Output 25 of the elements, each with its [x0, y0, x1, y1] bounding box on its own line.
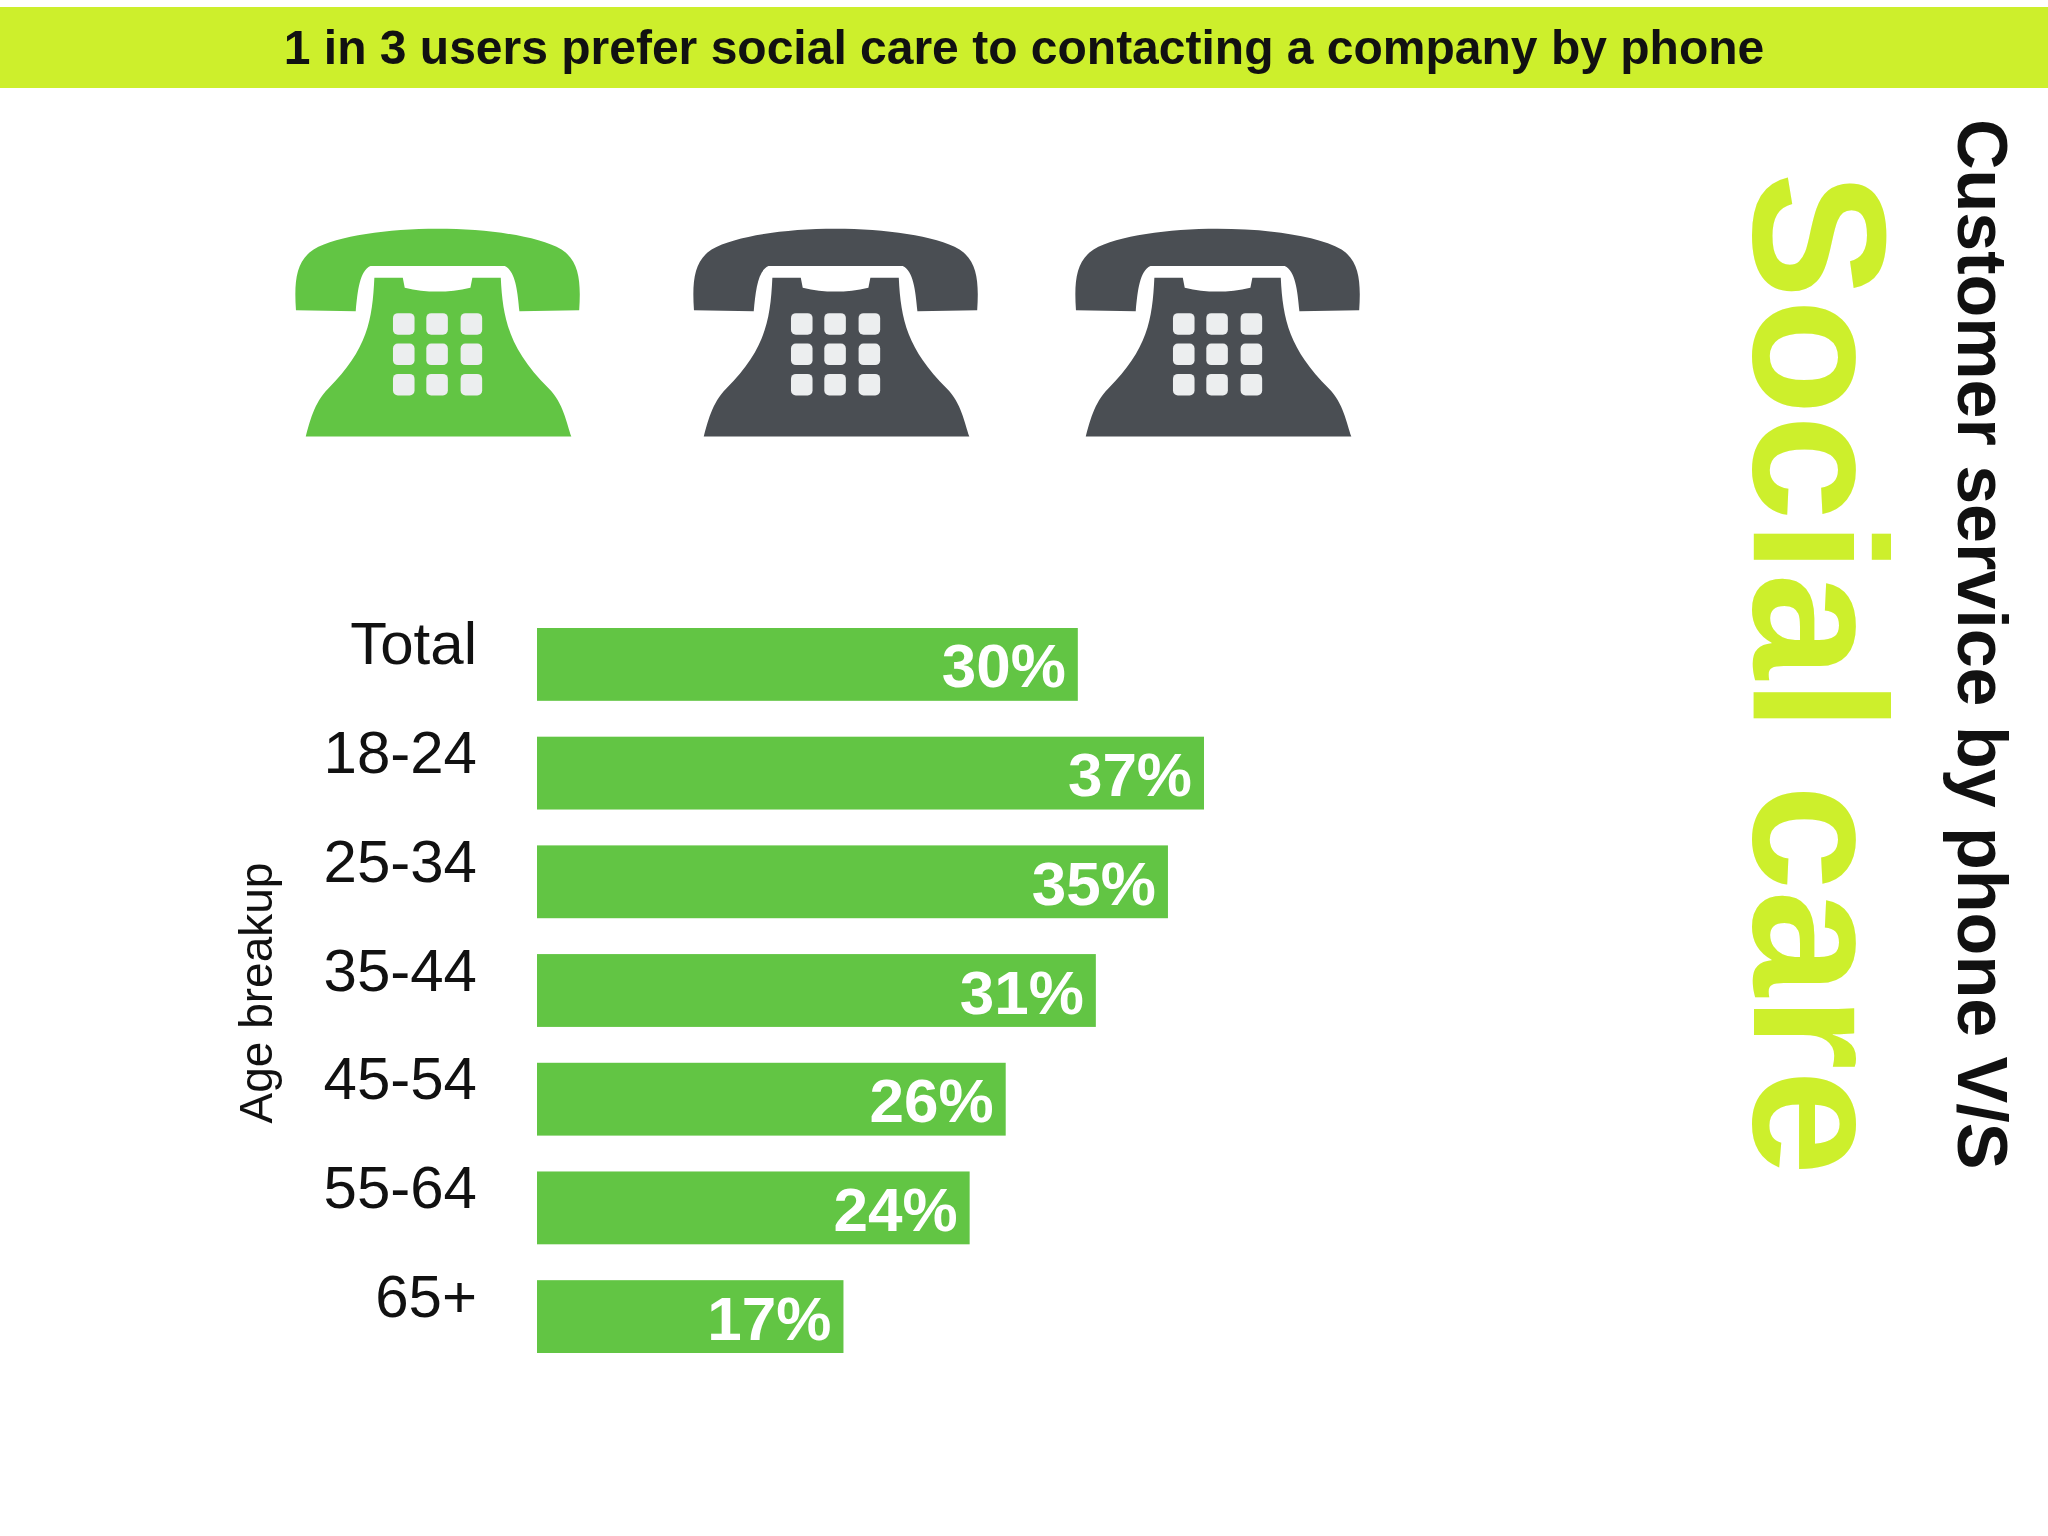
bar: [537, 736, 1204, 810]
text: Social care: [1714, 172, 1926, 1176]
bar: [537, 954, 1096, 1027]
bar: [537, 1062, 1006, 1136]
data-label: 17%: [707, 1283, 832, 1353]
bar: [537, 1171, 970, 1245]
bar: [537, 845, 1168, 919]
y-tick-label: 18-24: [323, 719, 477, 787]
y-tick-label: 65+: [375, 1262, 477, 1330]
y-tick-label: 45-54: [323, 1045, 477, 1113]
y-tick-label: Total: [350, 610, 477, 678]
text: Customer service by phone V/S: [1943, 119, 2021, 1170]
y-tick-label: 25-34: [323, 827, 477, 895]
y-tick-label: 35-44: [323, 936, 477, 1004]
y-axis-title: Age breakup: [230, 862, 282, 1124]
y-tick-label: 55-64: [323, 1153, 477, 1221]
data-label: 35%: [1031, 848, 1156, 918]
bar: [537, 628, 1078, 701]
data-label: 31%: [959, 957, 1084, 1027]
data-label: 26%: [869, 1066, 994, 1136]
data-label: 30%: [941, 631, 1066, 701]
data-label: 24%: [833, 1174, 958, 1244]
data-label: 37%: [1067, 740, 1192, 810]
chart-title: 1 in 3 users prefer social care to contacting a company by phone: [283, 21, 1765, 74]
bar: [537, 1280, 844, 1353]
